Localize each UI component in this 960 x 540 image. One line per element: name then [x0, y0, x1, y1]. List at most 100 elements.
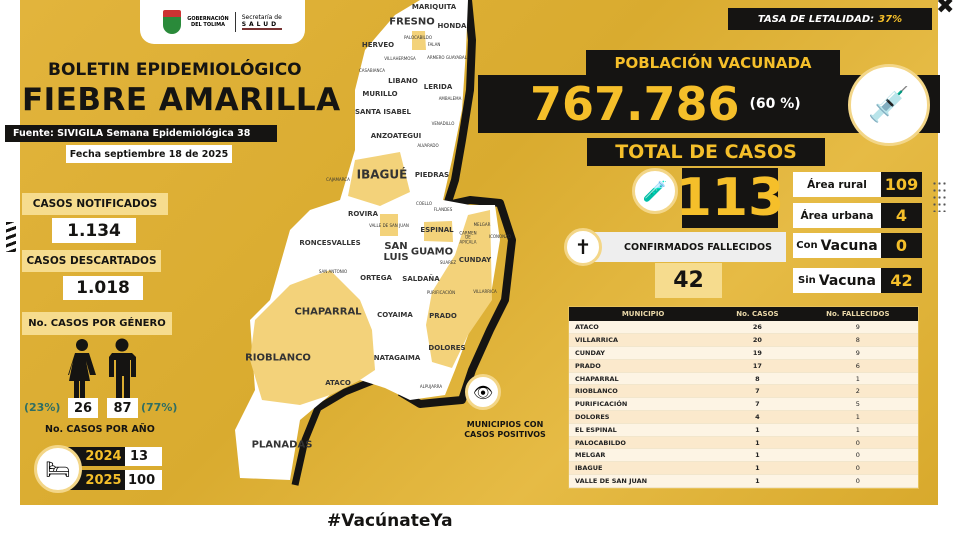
- deaths-value: 42: [655, 263, 722, 298]
- map-label-rovira: ROVIRA: [348, 210, 378, 219]
- cases-cell: 4: [717, 410, 798, 424]
- map-label-alvarado: ALVARADO: [417, 142, 439, 148]
- cases-cell: 1: [717, 423, 798, 437]
- cases-cell: 1: [717, 448, 798, 463]
- map-positive-palocabildo: [412, 31, 426, 50]
- table-row: DOLORES 4 1: [569, 410, 918, 424]
- stat-value: 42: [881, 268, 922, 293]
- cases-cell: 7: [717, 384, 798, 399]
- map-label-mariquita: MARIQUITA: [411, 3, 457, 12]
- table-row: CHAPARRAL 8 1: [569, 372, 918, 386]
- vaccine-vial-icon: 🧪: [632, 168, 678, 214]
- table-row: ATACO 26 9: [569, 321, 918, 335]
- column-header: No. CASOS: [717, 307, 798, 321]
- deaths-cell: 2: [797, 384, 918, 399]
- map-border-shadow-sw: [291, 376, 377, 486]
- municipality-cell: EL ESPINAL: [569, 423, 718, 437]
- map-label-casabianca: CASABIANCA: [358, 67, 386, 73]
- municipality-cell: PURIFICACIÓN: [569, 397, 718, 412]
- bulletin-title: BOLETIN EPIDEMIOLÓGICO: [48, 60, 302, 80]
- stat-label: Sin Vacuna: [793, 268, 881, 293]
- deaths-label: CONFIRMADOS FALLECIDOS: [592, 232, 786, 262]
- discarded-value: 1.018: [63, 276, 143, 300]
- logo-header: GOBERNACIÓN DEL TOLIMA Secretaría de SALUD: [140, 0, 305, 44]
- female-count: 26: [68, 398, 98, 418]
- notified-value: 1.134: [52, 218, 136, 243]
- year-label: No. CASOS POR AÑO: [45, 424, 155, 435]
- cases-cell: 1: [717, 436, 798, 450]
- map-label-san-antonio: SAN ANTONIO: [318, 268, 348, 274]
- table-row: EL ESPINAL 1 1: [569, 423, 918, 437]
- close-x-icon: ✖: [936, 0, 955, 19]
- municipality-cell: RIOBLANCO: [569, 384, 718, 399]
- year-2025-value: 100: [125, 470, 162, 490]
- map-label-alpujarra: ALPUJARRA: [419, 383, 443, 389]
- municipality-cell: CHAPARRAL: [569, 372, 718, 386]
- cross-icon: ✝: [564, 228, 602, 266]
- deaths-cell: 8: [797, 333, 918, 348]
- stat-prefix: Con: [796, 240, 818, 251]
- decor-stripes: [6, 222, 16, 252]
- stat-prefix: Sin: [798, 275, 816, 286]
- cases-cell: 1: [717, 474, 798, 488]
- deaths-cell: 9: [797, 346, 918, 360]
- hashtag: #VacúnateYa: [327, 511, 453, 531]
- municipality-cell: PALOCABILDO: [569, 436, 718, 450]
- map-label-purificaci-n: PURIFICACIÓN: [426, 289, 456, 295]
- lethality-bar: TASA DE LETALIDAD: 37%: [728, 8, 932, 30]
- stat-text: Vacuna: [820, 237, 878, 254]
- total-cases-value: 113: [675, 168, 785, 228]
- map-positive-espinal: [424, 221, 453, 242]
- deaths-cell: 1: [797, 410, 918, 424]
- lethality-label: TASA DE LETALIDAD:: [757, 13, 875, 25]
- municipality-cell: ATACO: [569, 321, 718, 335]
- vaccinated-value: 767.786: [530, 77, 740, 131]
- table-row: IBAGUE 1 0: [569, 461, 918, 476]
- map-label-espinal: ESPINAL: [420, 226, 454, 235]
- map-label-chaparral: CHAPARRAL: [294, 306, 362, 318]
- map-label-cunday: CUNDAY: [458, 256, 492, 265]
- municipality-cell: MELGAR: [569, 448, 718, 463]
- map-label-roncesvalles: RONCESVALLES: [299, 239, 361, 248]
- deaths-cell: 0: [797, 474, 918, 488]
- map-label-coello: COELLO: [416, 200, 432, 206]
- eye-icon: 👁: [465, 374, 501, 410]
- stat-label: Área rural: [793, 172, 881, 197]
- map-positive-southwest: [250, 270, 375, 405]
- municipality-cell: PRADO: [569, 359, 718, 373]
- notified-label: CASOS NOTIFICADOS: [22, 193, 168, 215]
- column-header: MUNICIPIO: [569, 307, 718, 321]
- map-label-palocabildo: PALOCABILDO: [403, 34, 433, 40]
- map-label-cajamarca: CAJAMARCA: [326, 176, 350, 182]
- map-label-san-luis: SAN LUIS: [383, 241, 409, 263]
- deaths-cell: 0: [797, 461, 918, 476]
- stat-value: 4: [881, 203, 922, 228]
- map-legend: MUNICIPIOS CON CASOS POSITIVOS: [464, 420, 546, 439]
- map-label-villarrica: VILLARRICA: [473, 288, 497, 294]
- stat-label: Con Vacuna: [793, 233, 881, 258]
- municipality-table: MUNICIPIO No. CASOS No. FALLECIDOS ATACO 26 9…: [568, 306, 919, 489]
- map-label-prado: PRADO: [429, 312, 457, 321]
- year-2025-label: 2025: [68, 470, 125, 490]
- table-row: VALLE DE SAN JUAN 1 0: [569, 474, 918, 488]
- map-label-salda-a: SALDAÑA: [402, 275, 440, 284]
- map-label-santa-isabel: SANTA ISABEL: [354, 108, 412, 117]
- map-positive-valle: [380, 214, 398, 236]
- map-label-piedras: PIEDRAS: [414, 171, 450, 180]
- cases-cell: 7: [717, 397, 798, 412]
- cases-cell: 26: [717, 321, 798, 335]
- map-positive-ibague: [348, 152, 410, 206]
- table-row: CUNDAY 19 9: [569, 346, 918, 360]
- gender-label: No. CASOS POR GÉNERO: [22, 312, 172, 335]
- map-label-dolores: DOLORES: [428, 344, 466, 353]
- map-label-coyaima: COYAIMA: [377, 311, 413, 320]
- map-label-libano: LIBANO: [388, 77, 418, 86]
- deaths-cell: 1: [797, 372, 918, 386]
- municipality-cell: VILLARRICA: [569, 333, 718, 348]
- vaccinated-percent: (60 %): [749, 96, 801, 112]
- cases-cell: 8: [717, 372, 798, 386]
- female-icon: [68, 339, 96, 398]
- org-name: GOBERNACIÓN: [187, 16, 229, 22]
- disease-title: FIEBRE AMARILLA: [22, 82, 341, 118]
- year-2024-label: 2024: [68, 447, 125, 466]
